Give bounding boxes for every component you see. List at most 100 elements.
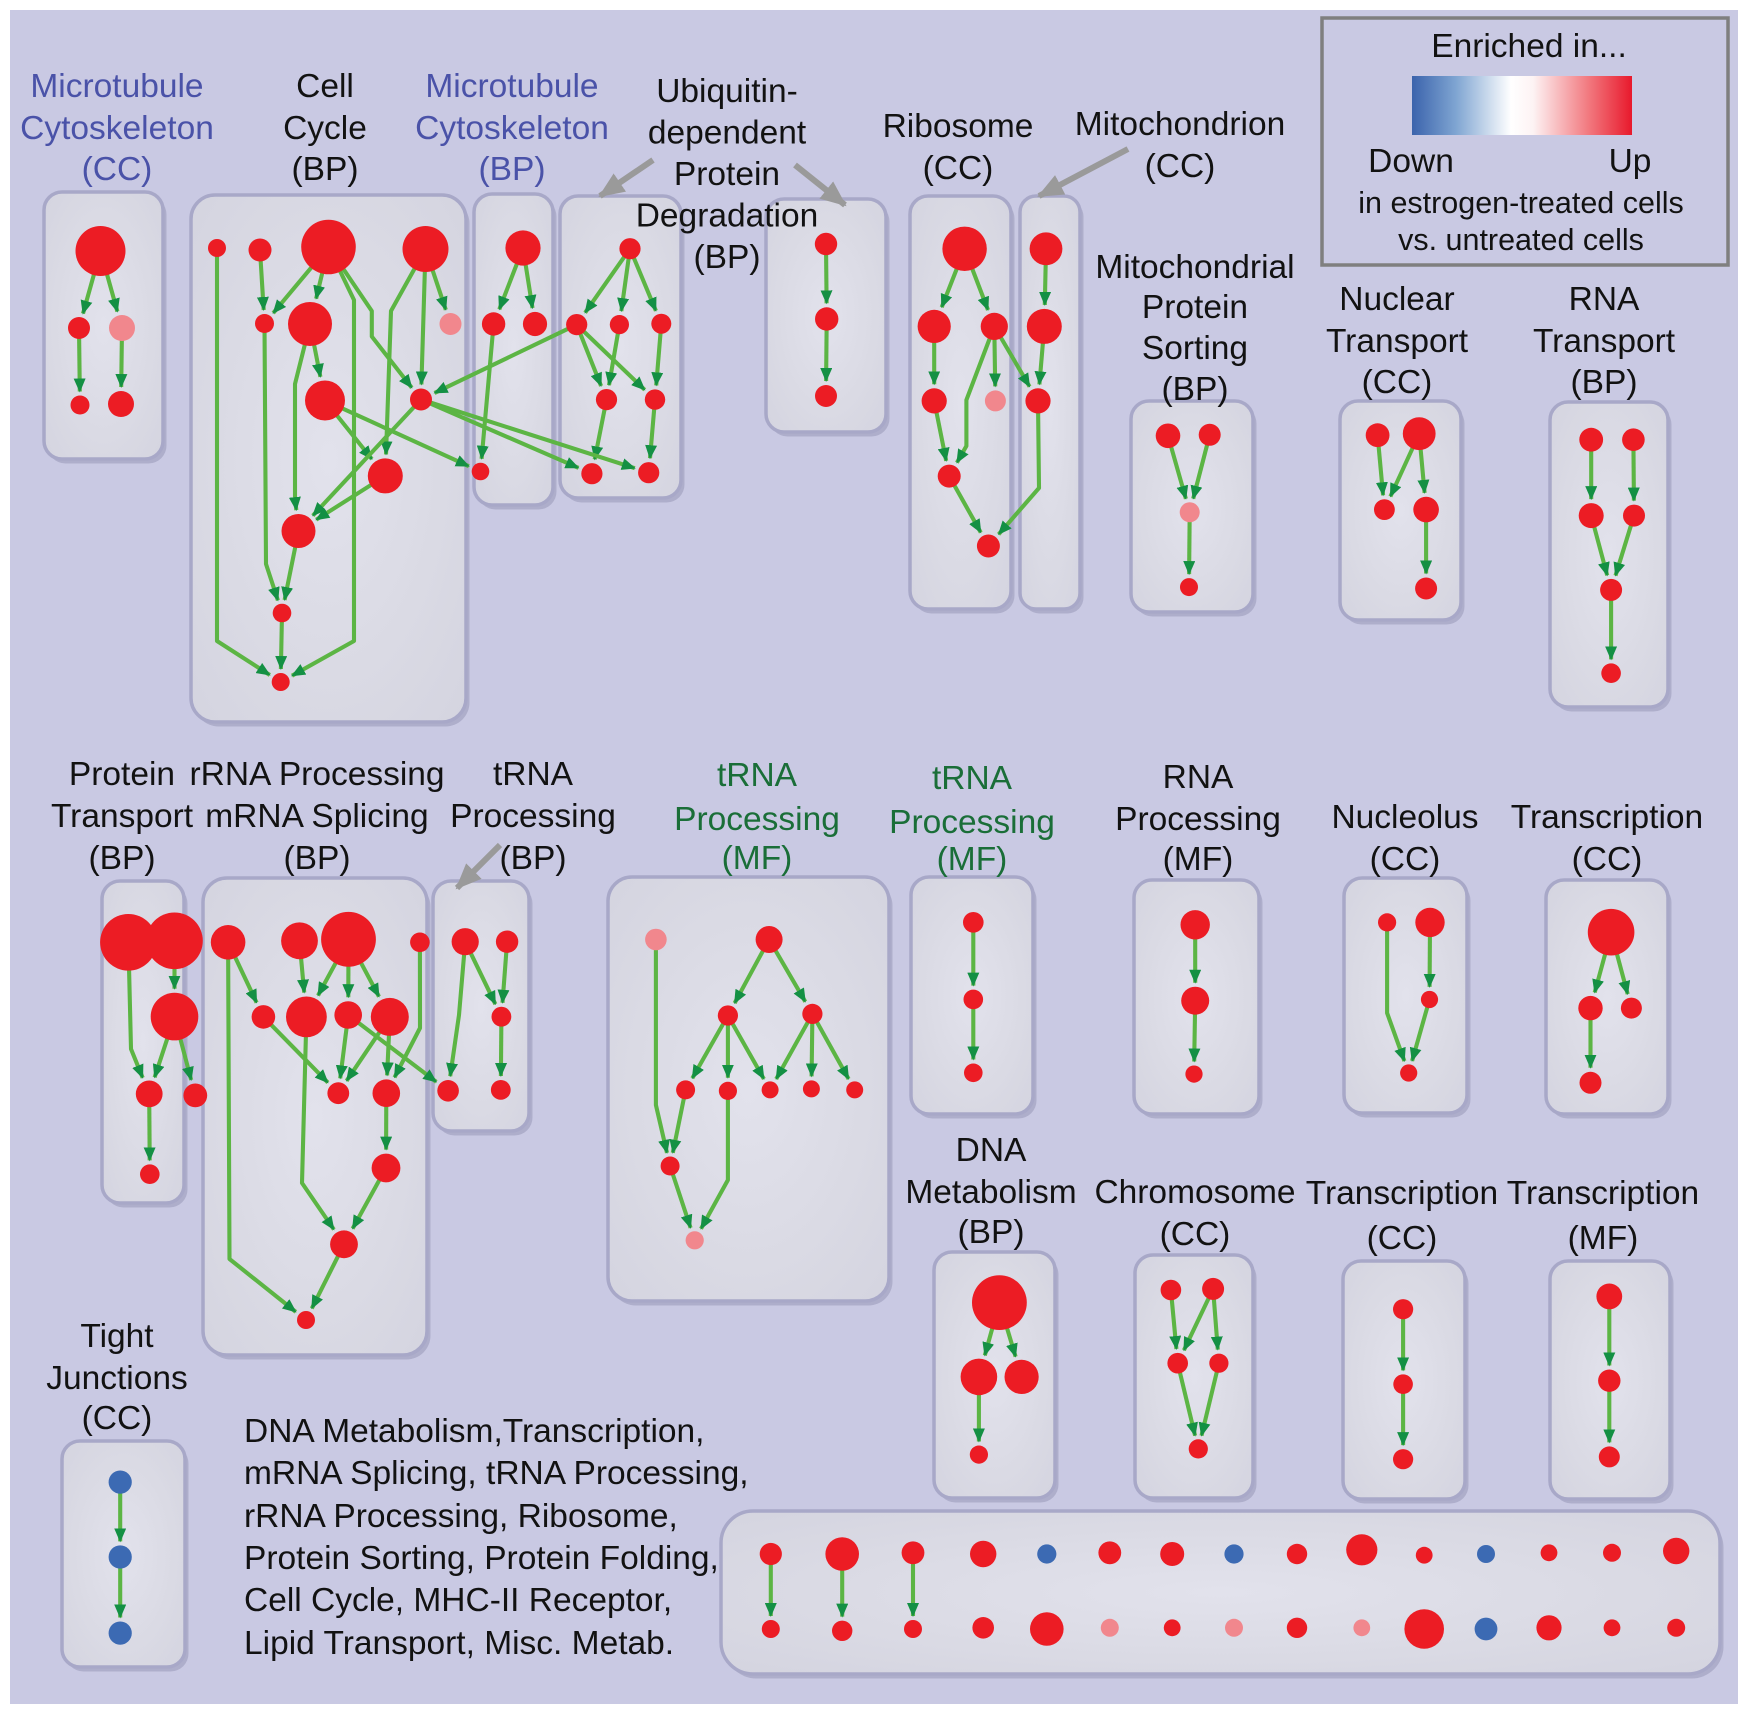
gene-node-z7b [1163, 1619, 1181, 1637]
legend: Enriched in... Down Up in estrogen-treated … [1320, 16, 1730, 267]
gene-node-nl1 [1378, 913, 1397, 932]
gene-node-q1 [210, 925, 246, 960]
edge-q7-w4 [346, 1013, 438, 1084]
edge-c4-c5 [1198, 1362, 1221, 1437]
group-label-trna-processing-mf-small-line1: tRNA [932, 760, 1013, 797]
gene-node-u7 [581, 463, 603, 485]
gene-node-d3 [1004, 1359, 1039, 1394]
gene-node-q6 [286, 996, 327, 1038]
gene-node-cc8 [305, 380, 345, 421]
legend-caption-line1: in estrogen-treated cells [1358, 186, 1684, 220]
group-label-cell-cycle-bp-line2: Cycle [283, 110, 367, 147]
legend-caption-line2: vs. untreated cells [1398, 223, 1644, 257]
edge-nl3-nl4 [1409, 998, 1432, 1062]
group-label-mitochondrial-protein-sorting-bp-line4: (BP) [1162, 371, 1229, 408]
group-label-protein-transport-bp-line3: (BP) [89, 840, 156, 877]
gene-node-cc4 [402, 226, 449, 272]
gene-node-cc6 [255, 314, 274, 333]
group-label-rna-processing-mf-line2: Processing [1115, 801, 1281, 838]
gene-node-m1 [505, 230, 541, 266]
edge-r3-r7 [955, 325, 997, 464]
gene-node-g4 [802, 1003, 823, 1024]
gene-node-i1 [1180, 910, 1210, 940]
label-pointer-arrow-3 [1037, 146, 1130, 199]
edge-nl1-nl4 [1385, 922, 1407, 1063]
edge-g5-g10 [669, 1089, 688, 1154]
gene-node-q7 [334, 1001, 363, 1029]
group-label-mitochondrion-cc-line1: Mitochondrion [1075, 106, 1285, 143]
edge-u3-u5 [605, 324, 622, 387]
gene-node-y2 [1598, 1369, 1621, 1392]
gene-node-z6a [1098, 1541, 1122, 1565]
gene-node-v2 [815, 307, 839, 331]
gene-node-z8b [1225, 1618, 1243, 1637]
gene-node-m2 [481, 312, 506, 336]
edge-q4-q10 [392, 942, 423, 1079]
gene-node-z2b [832, 1620, 853, 1642]
gene-node-q5 [251, 1005, 276, 1029]
group-label-trna-processing-mf-large-line2: Processing [674, 801, 840, 838]
edge-q1-q14 [226, 942, 298, 1314]
gene-node-tc4 [1579, 1071, 1602, 1094]
gene-node-z7a [1160, 1542, 1185, 1566]
edge-cc4-cc10 [380, 248, 428, 456]
gene-node-p1 [100, 914, 157, 971]
group-label-transcription-cc-upper-line2: (CC) [1572, 841, 1643, 878]
gene-node-g8 [802, 1080, 820, 1098]
gene-node-p4 [135, 1080, 163, 1108]
gene-node-y1 [1596, 1283, 1623, 1310]
gene-node-z14b [1603, 1619, 1621, 1637]
gene-node-z11a [1415, 1546, 1433, 1564]
gene-node-s3 [1179, 502, 1200, 523]
gene-node-z1a [759, 1542, 782, 1566]
group-label-ribosome-cc-line1: Ribosome [883, 108, 1034, 145]
group-label-chromosome-cc-line2: (CC) [1160, 1216, 1231, 1253]
gene-node-a1 [75, 226, 126, 276]
gene-node-z12b [1474, 1617, 1498, 1641]
gene-node-z8a [1224, 1544, 1244, 1564]
group-label-mitochondrial-protein-sorting-bp-line1: Mitochondrial [1095, 249, 1294, 286]
gene-node-u6 [644, 389, 666, 410]
edge-cc1-cc13 [214, 248, 271, 677]
edge-u2-cc9 [433, 322, 578, 395]
group-label-trna-processing-bp-line1: tRNA [493, 756, 574, 793]
gene-node-nt2 [1402, 417, 1436, 451]
label-pointer-arrow-2 [793, 162, 847, 208]
gene-node-q4 [410, 932, 430, 953]
gene-node-cc9 [410, 388, 432, 411]
gene-node-z10a [1346, 1534, 1378, 1566]
edge-cc8-m4 [324, 398, 470, 469]
gene-node-q3 [321, 911, 376, 967]
edge-u2-u6 [575, 323, 647, 392]
gene-node-r5 [984, 390, 1006, 412]
group-label-nuclear-transport-cc-line1: Nuclear [1339, 281, 1454, 318]
legend-gradient-bar [1412, 76, 1632, 135]
gene-node-cc5 [439, 313, 462, 335]
label-pointer-arrow-4 [454, 842, 503, 891]
gene-node-z15b [1667, 1618, 1686, 1637]
gene-node-a5 [108, 391, 134, 417]
group-label-ubiquitin-dependent-protein-degradation-bp-line2: dependent [648, 115, 807, 152]
group-label-rna-processing-mf-line1: RNA [1163, 759, 1234, 796]
group-box-nucleolus-cc [1342, 876, 1469, 1115]
gene-node-p3 [150, 992, 199, 1041]
gene-node-z14a [1603, 1543, 1621, 1562]
group-label-transcription-cc-lower-line2: (CC) [1367, 1220, 1438, 1257]
group-label-rna-processing-mf-line3: (MF) [1163, 841, 1234, 878]
gene-node-x2 [1393, 1374, 1413, 1394]
group-label-rna-transport-bp-line3: (BP) [1571, 364, 1638, 401]
gene-node-s1 [1155, 423, 1181, 449]
gene-node-q13 [330, 1230, 358, 1259]
gene-node-g9 [846, 1081, 864, 1099]
gene-node-cc10 [367, 458, 403, 494]
gene-node-u2 [566, 314, 588, 336]
gene-node-tc2 [1578, 995, 1603, 1021]
group-label-microtubule-cytoskeleton-bp-line1: Microtubule [425, 68, 598, 105]
gene-node-u4 [651, 313, 672, 334]
label-pointer-arrow-1 [598, 157, 655, 199]
gene-node-m3 [522, 311, 548, 337]
edge-s3-s4 [1183, 512, 1196, 576]
gene-node-u1 [619, 238, 641, 260]
edge-c3-c5 [1175, 1362, 1198, 1437]
